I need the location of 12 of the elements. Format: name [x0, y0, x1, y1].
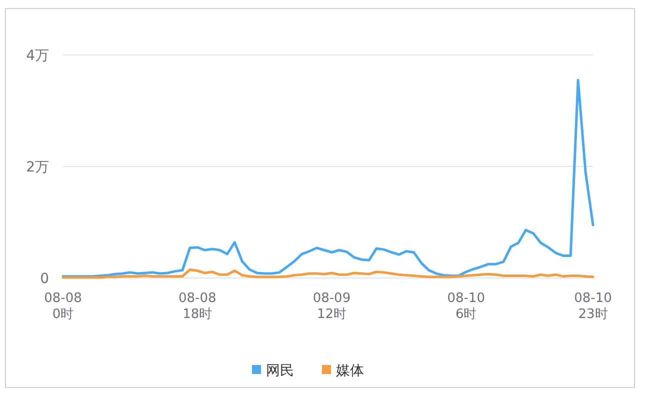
- x-tick-label: 08-08 0时: [44, 291, 82, 322]
- x-tick-label: 08-10 6时: [447, 291, 485, 322]
- x-tick-label: 08-10 23时: [574, 291, 612, 322]
- y-tick-label: 4万: [26, 48, 49, 64]
- line-series: [62, 268, 594, 279]
- line-series: [62, 78, 594, 278]
- x-tick-label: 08-09 12时: [312, 291, 351, 322]
- x-tick-label: 08-08 18时: [178, 291, 216, 322]
- legend-label: 网民: [266, 363, 294, 379]
- y-tick-label: 0: [40, 271, 49, 287]
- y-tick-label: 2万: [26, 160, 49, 176]
- legend-label: 媒体: [336, 363, 364, 379]
